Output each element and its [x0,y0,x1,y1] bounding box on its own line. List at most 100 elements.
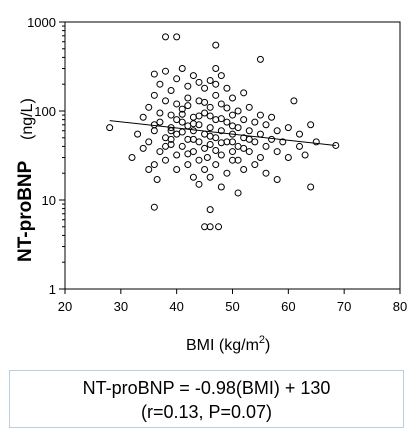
data-point [223,118,231,126]
data-point [240,166,248,174]
data-point [184,82,192,90]
data-point [150,161,158,169]
data-point [178,65,186,73]
data-point [212,134,220,142]
regression-line-group [109,120,336,146]
data-point [229,148,236,156]
data-point [195,78,203,86]
data-point [273,175,281,183]
data-point [206,103,214,111]
data-point [167,111,175,119]
data-point [212,80,220,88]
regression-equation-box: NT-proBNP = -0.98(BMI) + 130 (r=0.13, P=… [9,370,404,428]
x-tick-label: 40 [169,299,183,314]
data-point [201,109,209,117]
data-point [189,173,197,181]
y-tick-label: 1 [49,282,56,297]
x-axis: 20 30 40 50 60 70 80 [58,289,407,314]
data-point [206,223,214,231]
data-point [312,138,320,146]
y-tick-label: 1000 [27,15,56,30]
data-point [240,116,248,124]
x-axis-label-main: BMI (kg/m [186,337,259,354]
data-point [229,94,236,102]
data-point [195,138,203,146]
data-point [201,84,209,92]
scatter-chart: 20 30 40 50 60 70 80 1 10 100 1000 NT-proBNP (ng/… [15,15,407,354]
data-point [245,148,253,156]
data-point [178,118,186,126]
plot-frame [64,21,401,290]
x-axis-label-superscript: 2 [259,334,265,346]
data-point [139,113,147,121]
x-tick-label: 60 [281,299,295,314]
data-point [206,173,214,181]
data-point [251,161,259,169]
data-point [212,116,220,124]
data-point [206,206,214,214]
data-point [212,91,220,99]
data-point [150,203,158,211]
data-point [245,127,253,135]
data-point [173,75,181,83]
data-point [184,94,192,102]
data-point [307,121,315,129]
data-point [262,169,270,177]
data-point [279,138,287,146]
data-point [178,110,186,118]
y-tick-label: 100 [34,104,56,119]
data-point [212,41,220,49]
data-point [134,130,142,138]
data-point [150,127,158,135]
data-point [256,130,264,138]
correlation-stats: (r=0.13, P=0.07) [140,402,273,422]
data-point [273,148,281,156]
data-point [173,116,181,124]
data-point [217,115,225,123]
data-point [156,109,164,117]
data-point [184,150,192,158]
data-point [217,151,225,159]
data-point [139,144,147,152]
data-point [201,98,209,106]
data-point [128,154,136,162]
data-point [307,183,315,191]
data-point [217,127,225,135]
data-point [167,135,175,143]
data-point [212,146,220,154]
data-point [223,84,231,92]
data-points [106,33,340,231]
y-axis-unit: (ng/L) [19,98,36,140]
data-point [206,77,214,85]
data-point [217,72,225,80]
data-point [301,151,309,159]
data-point [189,120,197,128]
plot-area-border [64,21,401,290]
y-axis-label: NT-proBNP [15,160,36,262]
data-point [268,113,276,121]
data-point [145,103,153,111]
x-tick-label: 20 [58,299,72,314]
data-point [195,180,203,188]
data-point [234,107,242,115]
data-point [195,112,203,120]
data-point [150,70,158,78]
data-point [162,97,169,105]
data-point [262,121,270,129]
data-point [206,124,214,132]
data-point [234,189,242,197]
data-point [290,97,298,105]
data-point [240,89,248,97]
data-point [203,154,211,162]
data-point [217,100,225,108]
data-point [162,156,169,164]
data-point [173,166,181,174]
data-point [189,127,197,135]
data-point [150,91,158,99]
data-point [206,112,214,120]
data-point [153,175,161,183]
data-point [273,127,281,135]
data-point [245,135,253,143]
data-point [268,135,276,143]
y-tick-label: 10 [42,193,56,208]
